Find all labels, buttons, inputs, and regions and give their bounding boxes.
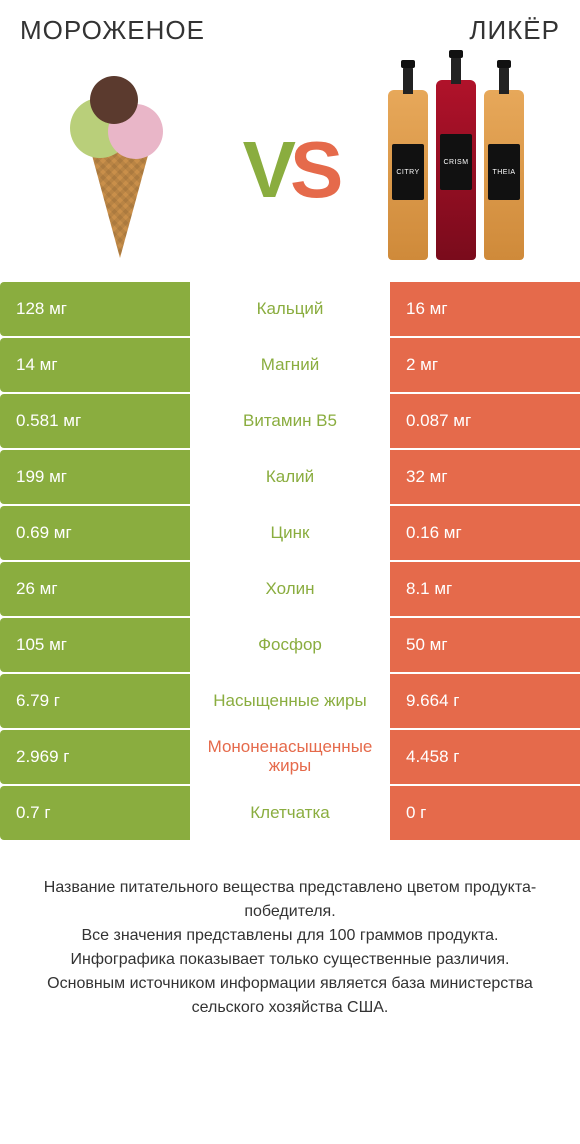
nutrient-name-cell: Фосфор [190,618,390,672]
table-row: 26 мгХолин8.1 мг [0,560,580,616]
right-value-cell: 0.16 мг [390,506,580,560]
nutrient-name-cell: Магний [190,338,390,392]
right-value-cell: 2 мг [390,338,580,392]
left-value-cell: 14 мг [0,338,190,392]
left-value-cell: 0.7 г [0,786,190,840]
nutrient-name-cell: Калий [190,450,390,504]
nutrient-name-cell: Кальций [190,282,390,336]
left-value-cell: 105 мг [0,618,190,672]
left-value-cell: 6.79 г [0,674,190,728]
left-value-cell: 0.581 мг [0,394,190,448]
vs-label: VS [243,130,338,210]
table-row: 0.69 мгЦинк0.16 мг [0,504,580,560]
nutrient-name-cell: Витамин B5 [190,394,390,448]
left-product-title: МОРОЖЕНОЕ [20,15,290,46]
titles-row: МОРОЖЕНОЕ ЛИКЁР [0,0,580,60]
right-value-cell: 9.664 г [390,674,580,728]
table-row: 2.969 гМононенасыщенные жиры4.458 г [0,728,580,784]
right-product-image: CITRY CRISM THEIA [380,70,540,270]
table-row: 105 мгФосфор50 мг [0,616,580,672]
right-product-title: ЛИКЁР [290,15,560,46]
bottle-label: CRISM [440,134,472,190]
footer-notes: Название питательного вещества представл… [0,840,580,1020]
table-row: 0.7 гКлетчатка0 г [0,784,580,840]
comparison-infographic: МОРОЖЕНОЕ ЛИКЁР VS CITRY CRISM THEIA 128… [0,0,580,1144]
vs-s: S [290,125,337,214]
table-row: 0.581 мгВитамин B50.087 мг [0,392,580,448]
bottle-label: CITRY [392,144,424,200]
nutrient-name-cell: Цинк [190,506,390,560]
table-row: 6.79 гНасыщенные жиры9.664 г [0,672,580,728]
right-value-cell: 0.087 мг [390,394,580,448]
table-row: 199 мгКалий32 мг [0,448,580,504]
footer-line: Все значения представлены для 100 граммо… [26,924,554,948]
nutrient-name-cell: Насыщенные жиры [190,674,390,728]
nutrient-name-cell: Клетчатка [190,786,390,840]
right-value-cell: 8.1 мг [390,562,580,616]
right-value-cell: 32 мг [390,450,580,504]
liqueur-bottles-icon: CITRY CRISM THEIA [380,70,540,270]
table-row: 14 мгМагний2 мг [0,336,580,392]
right-value-cell: 50 мг [390,618,580,672]
comparison-table: 128 мгКальций16 мг14 мгМагний2 мг0.581 м… [0,280,580,840]
table-row: 128 мгКальций16 мг [0,280,580,336]
footer-line: Название питательного вещества представл… [26,876,554,924]
nutrient-name-cell: Мононенасыщенные жиры [190,730,390,784]
vs-v: V [243,125,290,214]
ice-cream-icon [60,70,180,270]
left-product-image [40,70,200,270]
nutrient-name-cell: Холин [190,562,390,616]
bottle-label: THEIA [488,144,520,200]
left-value-cell: 199 мг [0,450,190,504]
right-value-cell: 4.458 г [390,730,580,784]
footer-line: Основным источником информации является … [26,972,554,1020]
right-value-cell: 0 г [390,786,580,840]
left-value-cell: 2.969 г [0,730,190,784]
left-value-cell: 0.69 мг [0,506,190,560]
images-row: VS CITRY CRISM THEIA [0,60,580,280]
footer-line: Инфографика показывает только существенн… [26,948,554,972]
right-value-cell: 16 мг [390,282,580,336]
left-value-cell: 26 мг [0,562,190,616]
left-value-cell: 128 мг [0,282,190,336]
